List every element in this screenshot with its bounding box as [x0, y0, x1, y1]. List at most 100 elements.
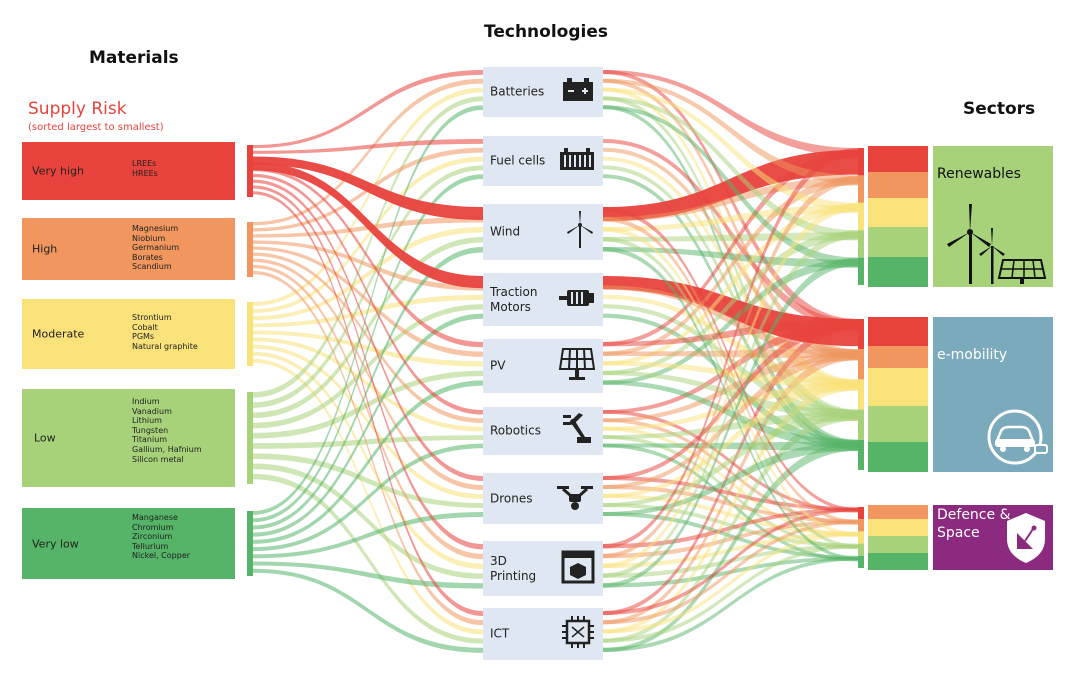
flow-tech-sector — [603, 556, 858, 652]
renewables-risk-stack — [868, 146, 928, 287]
sector-bar — [858, 409, 864, 440]
sector-bar — [858, 519, 864, 532]
flow-tech-sector — [603, 207, 858, 512]
material-item: HREEs — [132, 168, 158, 178]
flow-material-tech — [253, 568, 483, 653]
material-item: Titanium — [132, 435, 168, 445]
tech-label: Drones — [490, 491, 533, 505]
tech-3d-printing: 3D Printing — [483, 541, 603, 596]
motor-icon — [559, 286, 595, 314]
risk-level-moderate: Moderate Strontium Cobalt PGMs Natural g… — [22, 299, 235, 369]
tech-label: Wind — [490, 224, 521, 239]
flow-tech-sector — [603, 204, 858, 232]
wind-solar-icon — [941, 202, 1047, 290]
sector-bar — [858, 257, 864, 285]
sector-label: e-mobility — [937, 347, 1008, 363]
flow-tech-sector — [603, 411, 858, 508]
flow-tech-sector — [603, 258, 858, 385]
risk-level-very-high: Very high LREEs HREEs — [22, 142, 235, 200]
flow-tech-sector — [603, 349, 858, 359]
material-item: Magnesium — [132, 224, 179, 233]
material-item: LREEs — [132, 159, 157, 168]
material-bar — [247, 222, 253, 277]
material-item: Vanadium — [132, 406, 172, 416]
flow-tech-sector — [603, 227, 858, 537]
sector-bar — [858, 543, 864, 556]
risk-level-label: High — [32, 242, 58, 256]
material-bar — [247, 145, 253, 197]
flow-tech-sector — [603, 87, 858, 212]
risk-level-very-low: Very low Manganese Chromium Zirconium Te… — [22, 508, 235, 579]
risk-level-high: High Magnesium Niobium Germanium Borates… — [22, 218, 235, 280]
material-item: Tellurium — [132, 541, 169, 551]
flow-material-tech — [253, 270, 483, 626]
tech-fuel-cells: Fuel cells — [483, 136, 603, 186]
flow-material-tech — [253, 264, 483, 560]
flow-tech-sector — [603, 105, 858, 266]
flow-material-tech — [253, 174, 483, 523]
flow-material-tech — [253, 168, 483, 348]
material-item: Chromium — [132, 522, 174, 532]
sector-bar — [858, 148, 864, 176]
flow-material-tech — [253, 473, 483, 644]
flow-tech-sector — [603, 139, 858, 330]
flow-tech-sector — [603, 149, 858, 347]
risk-materials: Indium Vanadium Lithium Tungsten Titaniu… — [132, 397, 202, 464]
wind-turbine-icon — [565, 211, 595, 253]
flow-tech-sector — [603, 441, 858, 652]
flow-material-tech — [253, 252, 483, 424]
flow-tech-sector — [603, 176, 858, 356]
supply-risk-title: Supply Risk — [28, 99, 127, 119]
risk-materials: Manganese Chromium Zirconium Tellurium N… — [132, 513, 190, 561]
flow-material-tech — [253, 237, 483, 419]
flow-material-tech — [253, 156, 483, 314]
material-item: Nickel, Copper — [132, 551, 191, 561]
material-item: Natural graphite — [132, 341, 198, 351]
sector-label: Defence & Space — [937, 507, 1011, 541]
flow-material-tech — [253, 165, 483, 408]
sector-bar — [858, 439, 864, 470]
flow-material-tech — [253, 247, 483, 530]
material-item: Niobium — [132, 233, 166, 243]
flow-tech-sector — [603, 165, 858, 420]
defence-risk-stack — [868, 505, 928, 570]
flow-tech-sector — [603, 441, 858, 451]
flow-tech-sector — [603, 257, 858, 588]
tech-label: Robotics — [490, 423, 541, 438]
flow-material-tech — [253, 179, 483, 481]
risk-level-label: Low — [34, 431, 56, 445]
flow-tech-sector — [603, 78, 858, 184]
material-item: Strontium — [132, 313, 172, 322]
flow-material-tech — [253, 344, 483, 499]
material-item: Silicon metal — [132, 454, 184, 464]
material-item: Zirconium — [132, 532, 173, 542]
tech-wind: Wind — [483, 204, 603, 260]
flow-material-tech — [253, 162, 483, 289]
supply-risk-subtitle: (sorted largest to smallest) — [28, 122, 164, 133]
flow-tech-sector — [603, 411, 858, 643]
tech-pv: PV — [483, 339, 603, 393]
flow-material-tech — [253, 246, 483, 357]
risk-level-low: Low Indium Vanadium Lithium Tungsten Tit… — [22, 389, 235, 487]
flow-tech-sector — [603, 508, 858, 616]
flow-tech-sector — [603, 520, 858, 559]
sector-bar — [858, 175, 864, 203]
tech-batteries: Batteries — [483, 67, 603, 117]
e-mobility-risk-stack — [868, 317, 928, 472]
flow-tech-sector — [603, 512, 858, 560]
flow-material-tech — [253, 463, 483, 579]
flow-tech-sector — [603, 520, 858, 625]
flow-tech-sector — [603, 105, 858, 449]
material-bar — [247, 392, 253, 484]
risk-materials: LREEs HREEs — [132, 159, 158, 178]
flow-tech-sector — [603, 177, 858, 222]
flow-tech-sector — [603, 361, 858, 389]
sector-bar — [858, 349, 864, 380]
sector-defence-space: Defence & Space — [933, 505, 1053, 570]
electric-car-icon — [985, 407, 1051, 471]
flow-tech-sector — [603, 321, 858, 616]
material-item: Cobalt — [132, 322, 158, 332]
technologies-header: Technologies — [484, 22, 608, 42]
sector-bar — [858, 507, 864, 520]
flow-tech-sector — [603, 381, 858, 499]
